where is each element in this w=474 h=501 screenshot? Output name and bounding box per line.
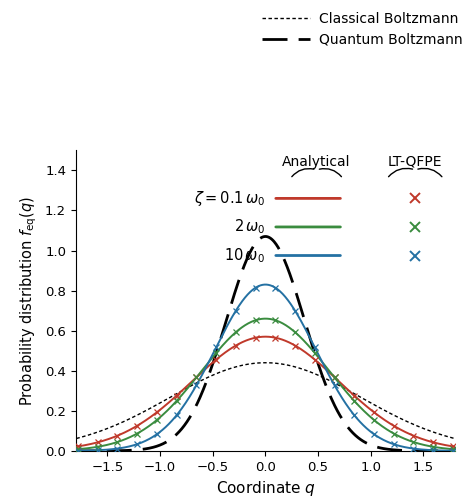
Text: Analytical: Analytical (283, 155, 351, 169)
X-axis label: Coordinate $q$: Coordinate $q$ (216, 479, 315, 498)
Y-axis label: Probability distribution $f_{\mathrm{eq}}(q)$: Probability distribution $f_{\mathrm{eq}… (19, 195, 39, 406)
Text: $2\,\omega_0$: $2\,\omega_0$ (234, 217, 265, 236)
Text: LT-QFPE: LT-QFPE (388, 155, 442, 169)
Text: $\zeta=0.1\,\omega_0$: $\zeta=0.1\,\omega_0$ (194, 189, 265, 208)
Legend: Classical Boltzmann, Quantum Boltzmann: Classical Boltzmann, Quantum Boltzmann (262, 12, 462, 47)
Text: $10\,\omega_0$: $10\,\omega_0$ (225, 246, 265, 265)
